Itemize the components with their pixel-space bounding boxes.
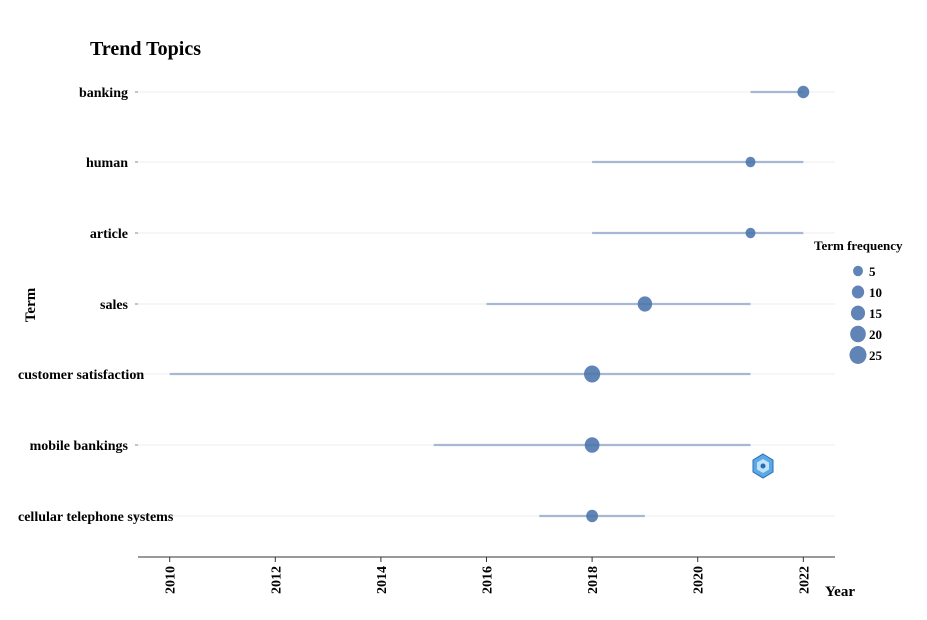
x-axis-ticks: 2010 2012 2014 2016 2018 2020 2022 [164,557,812,594]
legend-label: 15 [869,306,883,321]
term-point [637,296,653,312]
x-tick-label: 2022 [797,566,812,594]
term-point [584,365,601,383]
term-frequency-points [584,85,810,523]
term-labels: banking human article sales customer satisfa… [18,86,174,525]
term-label: cellular telephone systems [18,510,174,525]
x-tick-label: 2012 [269,566,284,594]
x-tick-label: 2018 [586,566,601,594]
term-label: banking [79,86,128,101]
legend-marker [849,346,867,364]
x-tick-label: 2016 [481,566,496,594]
legend-marker [850,305,866,321]
term-point [745,156,756,168]
term-point [745,227,756,239]
legend-label: 5 [869,264,876,279]
legend-marker [850,325,866,343]
legend-label: 10 [869,285,882,300]
x-axis-title: Year [825,584,855,600]
logo-icon [752,453,774,479]
term-point [797,85,810,99]
x-tick-label: 2014 [375,566,390,594]
term-point [586,509,599,523]
term-label: sales [100,298,129,313]
legend: 5 10 15 20 25 [849,264,883,364]
legend-label: 25 [869,348,883,363]
term-point [584,437,600,453]
legend-title: Term frequency [814,238,903,253]
legend-marker [853,265,863,277]
term-label: human [86,156,128,171]
term-label: article [90,227,128,242]
y-axis-title: Term [23,287,39,322]
legend-marker [851,285,865,299]
term-label: mobile bankings [30,439,129,454]
chart-title: Trend Topics [90,38,201,60]
x-tick-label: 2010 [164,566,179,594]
x-tick-label: 2020 [692,566,707,594]
term-label: customer satisfaction [18,368,144,383]
legend-label: 20 [869,327,882,342]
